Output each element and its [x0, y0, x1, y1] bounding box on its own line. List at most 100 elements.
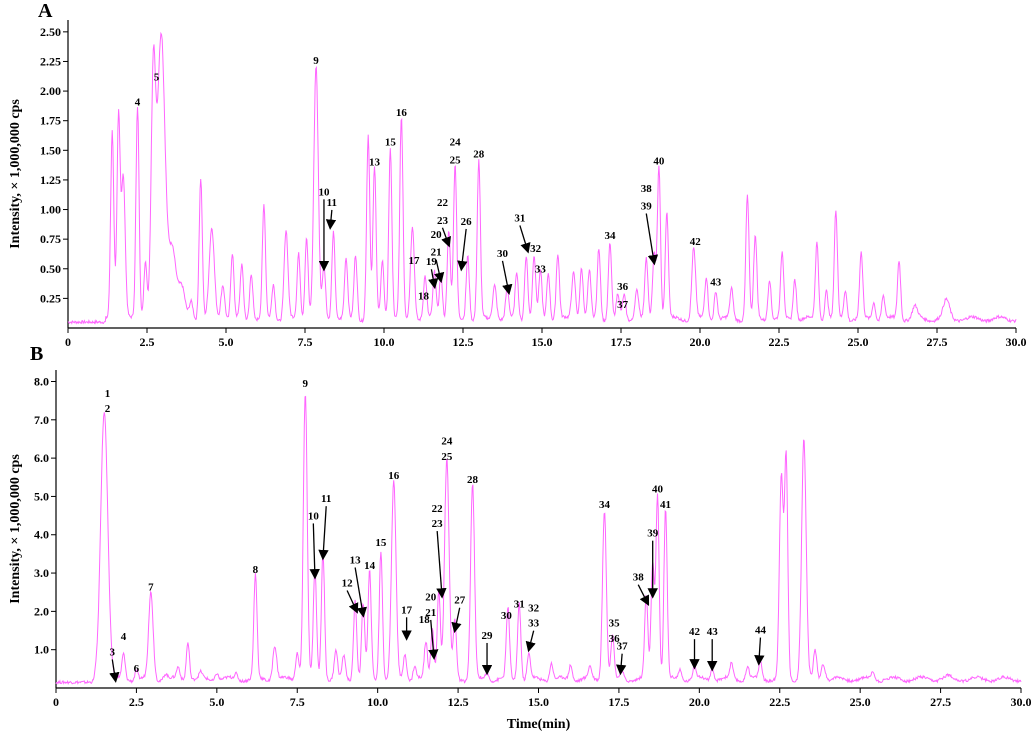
panel-b-peak-label: 14 [364, 560, 376, 572]
panel-b-peak-label: 7 [148, 581, 154, 593]
panel-a-peak-label: 13 [369, 157, 381, 169]
panel-a-x-tick-label: 22.5 [769, 335, 790, 349]
panel-a-peak-label: 18 [418, 291, 430, 303]
panel-a-peak-label: 9 [313, 55, 319, 67]
panel-a-y-tick-label: 0.25 [40, 291, 61, 305]
panel-b-peak-label: 4 [121, 631, 127, 643]
panel-b-peak-arrow [354, 567, 368, 618]
panel-b-y-tick-label: 4.0 [34, 528, 49, 542]
panel-a-peak-arrow [441, 227, 451, 248]
panel-a-peak-label: 30 [497, 248, 509, 260]
panel-b-x-tick-label: 27.5 [930, 695, 951, 709]
panel-b-peak-arrow [637, 584, 650, 607]
panel-b-peak-label: 30 [501, 610, 513, 622]
panel-b-peak-label: 10 [308, 510, 320, 522]
panel-a-x-tick-label: 2.5 [140, 335, 155, 349]
panel-b-peak-arrow [451, 607, 462, 634]
panel-b-peak-label: 17 [401, 604, 413, 616]
panel-b-x-tick-label: 12.5 [448, 695, 469, 709]
panel-a-x-tick-label: 25.0 [848, 335, 869, 349]
panel-a-peak-label: 23 [437, 215, 449, 227]
panel-b-peak-arrow [109, 659, 120, 683]
panel-a-peak-arrow [457, 228, 468, 272]
panel-a-peak-label: 19 [426, 256, 438, 268]
panel-b-peak-label: 40 [652, 484, 664, 496]
panel-b-y-tick-label: 5.0 [34, 489, 49, 503]
panel-b-label: B [30, 343, 43, 365]
panel-b-peak-arrow [754, 637, 765, 666]
panel-b-peak-label: 18 [419, 614, 431, 626]
panel-b-peak-label: 9 [303, 378, 309, 390]
panel-b-peak-label: 12 [342, 577, 354, 589]
panel-a-peak-arrow [645, 213, 659, 266]
panel-a-x-tick-label: 7.5 [298, 335, 313, 349]
panel-b-peak-label: 33 [528, 618, 540, 630]
panel-a-peak-label: 16 [396, 107, 408, 119]
panel-b-trace-line [55, 395, 1022, 685]
panel-a-peak-label: 34 [604, 230, 616, 242]
panel-a-y-tick-label: 1.00 [40, 203, 61, 217]
panel-a-peak-label: 31 [514, 212, 525, 224]
panel-b-x-tick-label: 0 [53, 695, 59, 709]
panel-b: B Intensity, × 1,000,000 cps Time(min) 0… [8, 343, 1031, 732]
panel-a-peak-label: 42 [690, 236, 702, 248]
panel-a-peak-arrow [325, 209, 337, 230]
panel-b-x-tick-label: 30.0 [1011, 695, 1031, 709]
panel-b-x-axis-label: Time(min) [507, 717, 571, 732]
panel-b-peak-arrow [346, 590, 359, 614]
panel-b-x-tick-label: 20.0 [689, 695, 710, 709]
panel-b-y-tick-label: 1.0 [34, 643, 49, 657]
panel-b-peak-label: 29 [482, 630, 494, 642]
panel-b-peak-label: 25 [441, 451, 453, 463]
panel-a-peak-arrow [519, 225, 531, 254]
panel-b-y-axis-label: Intensity, × 1,000,000 cps [8, 454, 23, 604]
panel-a-peak-label: 20 [431, 229, 443, 241]
panel-a-x-tick-label: 15.0 [532, 335, 553, 349]
panel-a-trace-line [67, 31, 1017, 325]
panel-b-x-tick-label: 10.0 [367, 695, 388, 709]
panel-a-peak-label: 40 [653, 156, 665, 168]
panel-b-y-tick-label: 6.0 [34, 451, 49, 465]
panel-b-peak-label: 24 [441, 436, 453, 448]
panel-a-x-tick-label: 20.0 [690, 335, 711, 349]
panel-b-peak-arrow [525, 630, 536, 653]
panel-a-x-tick-label: 17.5 [611, 335, 632, 349]
panel-a-peak-label: 28 [473, 148, 485, 160]
panel-a-peak-label: 15 [385, 137, 397, 149]
panel-b-peak-label: 36 [609, 633, 621, 645]
panel-a-peak-label: 39 [641, 201, 653, 213]
panel-a-y-axis-label: Intensity, × 1,000,000 cps [8, 99, 23, 249]
panel-a-peak-label: 17 [409, 255, 421, 267]
panel-a-x-tick-label: 27.5 [927, 335, 948, 349]
panel-b-x-tick-label: 17.5 [608, 695, 629, 709]
panel-a-y-tick-label: 1.75 [40, 114, 61, 128]
panel-b-peak-label: 8 [253, 564, 259, 576]
panel-b-peak-label: 34 [599, 499, 611, 511]
panel-a-peak-label: 26 [461, 216, 473, 228]
panel-b-peak-label: 39 [647, 528, 659, 540]
panel-b-peak-label: 6 [134, 663, 140, 675]
panel-b-peak-label: 15 [375, 537, 387, 549]
panel-b-peak-label: 31 [514, 599, 525, 611]
panel-b-x-tick-label: 7.5 [290, 695, 305, 709]
panel-a-plot: 0 2.5 5.0 7.5 10.0 12.5 15.0 17.5 20.0 22.5 25.0 27… [40, 20, 1027, 349]
panel-b-peak-label: 22 [432, 503, 444, 515]
panel-a-y-tick-label: 0.75 [40, 232, 61, 246]
panel-b-peak-label: 37 [617, 641, 629, 653]
panel-b-peak-label: 21 [425, 607, 436, 619]
panel-b-y-tick-label: 3.0 [34, 566, 49, 580]
panel-a: A Intensity, × 1,000,000 cps 0 2.5 5.0 7.5 1… [8, 0, 1027, 349]
panel-b-x-tick-label: 22.5 [769, 695, 790, 709]
panel-b-peak-label: 2 [105, 403, 111, 415]
panel-b-peak-label: 44 [755, 625, 767, 637]
panel-b-peak-label: 41 [660, 499, 671, 511]
panel-b-peak-label: 32 [528, 602, 540, 614]
panel-a-peak-label: 11 [327, 197, 337, 209]
panel-a-x-tick-label: 10.0 [374, 335, 395, 349]
panel-a-peak-label: 25 [450, 154, 462, 166]
panel-b-x-tick-label: 25.0 [850, 695, 871, 709]
panel-b-peak-label: 23 [432, 518, 444, 530]
panel-a-peak-label: 21 [431, 247, 442, 259]
panel-b-peak-label: 3 [110, 646, 116, 658]
panel-b-peak-label: 13 [350, 554, 362, 566]
